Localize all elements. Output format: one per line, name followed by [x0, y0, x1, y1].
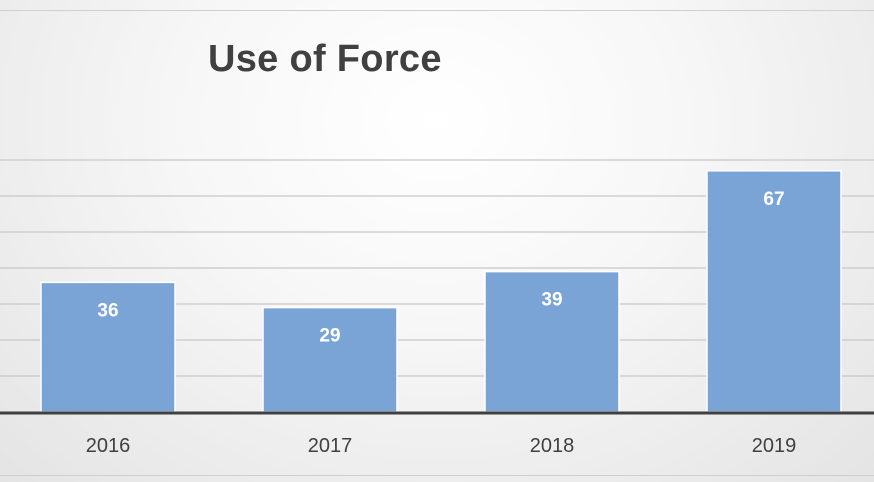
data-label-2018: 39 — [541, 290, 562, 311]
data-label-2016: 36 — [97, 300, 118, 321]
bar-2018 — [484, 270, 620, 413]
x-tick-2016: 2016 — [86, 435, 131, 457]
x-tick-labels: 2016 2017 2018 2019 — [86, 435, 797, 457]
data-label-2017: 29 — [319, 326, 340, 347]
bar-2019 — [706, 170, 842, 413]
x-tick-2018: 2018 — [530, 435, 575, 457]
bar-2016 — [40, 281, 176, 413]
bar-labels: 36 29 39 67 — [97, 189, 784, 347]
x-tick-2017: 2017 — [308, 435, 353, 457]
chart-title: Use of Force — [208, 38, 442, 80]
bar-2017 — [262, 306, 398, 413]
bars — [40, 170, 842, 413]
x-tick-2019: 2019 — [752, 435, 797, 457]
data-label-2019: 67 — [763, 189, 784, 210]
